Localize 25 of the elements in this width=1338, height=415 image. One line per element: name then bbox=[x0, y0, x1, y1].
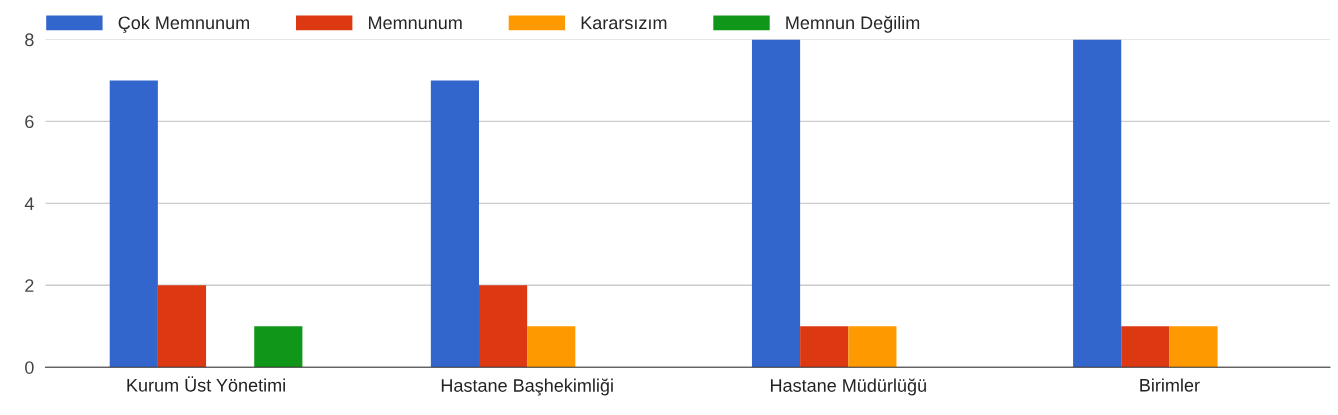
bar bbox=[751, 39, 801, 368]
x-tick-label: Hastane Müdürlüğü bbox=[770, 378, 926, 396]
bar bbox=[1121, 326, 1170, 368]
bar bbox=[109, 80, 158, 368]
bar bbox=[527, 326, 576, 368]
bar bbox=[157, 285, 207, 368]
bar bbox=[1073, 39, 1122, 368]
y-tick-label: 4 bbox=[24, 197, 34, 210]
y-tick-label: 8 bbox=[25, 33, 34, 47]
x-tick-label: Hastane Başhekimliği bbox=[441, 378, 613, 396]
y-tick-label: 2 bbox=[25, 279, 34, 292]
bar bbox=[430, 80, 479, 368]
legend-label: Çok Memnunum bbox=[118, 15, 249, 33]
legend-label: Memnunum bbox=[369, 16, 462, 30]
bar bbox=[479, 285, 528, 368]
x-tick-label: Birimler bbox=[1140, 378, 1200, 392]
bar bbox=[254, 326, 303, 368]
bar bbox=[800, 326, 849, 368]
y-tick-label: 6 bbox=[25, 115, 34, 129]
y-tick-label: 0 bbox=[25, 361, 34, 374]
bar bbox=[848, 326, 897, 368]
legend-label: Kararsızım bbox=[581, 16, 667, 30]
x-tick-label: Kurum Üst Yönetimi bbox=[127, 376, 285, 392]
legend-label: Memnun Değilim bbox=[786, 15, 920, 33]
bar bbox=[1169, 326, 1218, 368]
